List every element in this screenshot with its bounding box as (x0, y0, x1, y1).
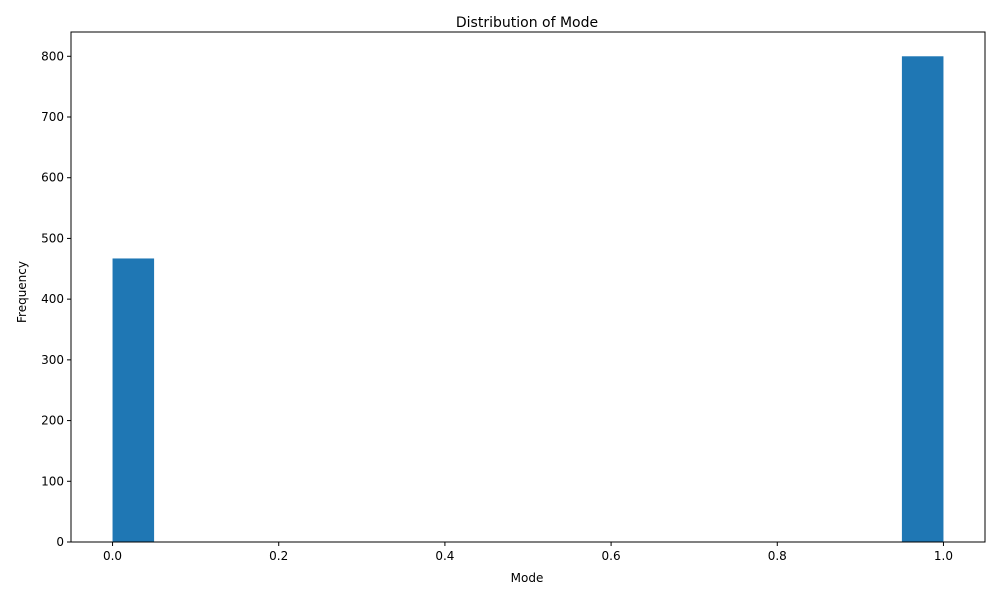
y-tick-label: 300 (41, 353, 64, 367)
x-tick-label: 0.4 (435, 549, 454, 563)
x-axis: 0.0 0.2 0.4 0.6 0.8 1.0 (103, 542, 953, 563)
x-tick-label: 0.2 (269, 549, 288, 563)
y-tick-label: 200 (41, 414, 64, 428)
y-tick-label: 500 (41, 231, 64, 245)
y-tick-label: 0 (56, 535, 64, 549)
y-tick-label: 400 (41, 292, 64, 306)
y-tick-label: 100 (41, 474, 64, 488)
chart-title: Distribution of Mode (456, 15, 598, 31)
x-tick-label: 0.0 (103, 549, 122, 563)
y-tick-label: 700 (41, 110, 64, 124)
x-tick-label: 0.6 (602, 549, 621, 563)
y-axis: 0 100 200 300 400 500 600 700 800 (41, 49, 71, 549)
x-tick-label: 1.0 (934, 549, 953, 563)
y-tick-label: 800 (41, 49, 64, 63)
histogram-bar-1 (901, 56, 944, 543)
plot-frame (70, 31, 986, 543)
histogram-bar-0 (112, 258, 155, 542)
x-axis-label: Mode (511, 571, 544, 585)
y-tick-label: 600 (41, 171, 64, 185)
bars-group (112, 56, 944, 543)
y-axis-label: Frequency (15, 261, 29, 323)
x-tick-label: 0.8 (768, 549, 787, 563)
